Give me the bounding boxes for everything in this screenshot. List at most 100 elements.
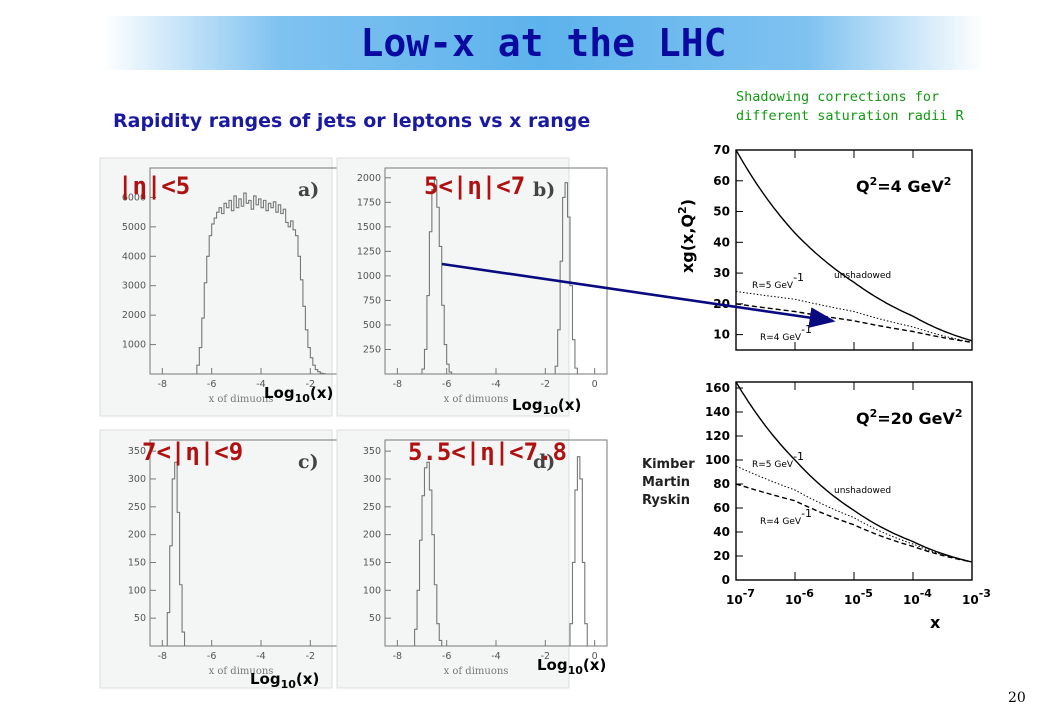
- histogram-bin: [318, 372, 320, 374]
- panel-background: [336, 157, 570, 417]
- histogram-bin: [291, 221, 293, 374]
- histogram-bin: [296, 236, 298, 374]
- histogram-bin: [283, 209, 285, 374]
- histogram-panel-a: -8-6-4-20100020003000400050006000x of di…: [99, 157, 373, 417]
- histogram-bin: [449, 372, 451, 374]
- histogram-bin: [417, 590, 419, 646]
- log10x-caption: Log10(x): [250, 670, 319, 691]
- series-label: R=4 GeV-1: [760, 507, 812, 527]
- y-tick-label: 200: [128, 530, 146, 541]
- y-tick-label: 1500: [357, 222, 381, 233]
- histogram-bin: [313, 365, 315, 374]
- histogram-bin: [239, 199, 241, 374]
- histogram-bin: [268, 203, 270, 374]
- histogram-bin: [439, 640, 441, 646]
- histogram-outline: [196, 192, 326, 375]
- histogram-bin: [241, 206, 243, 374]
- x-tick-label: -4: [491, 651, 500, 662]
- histogram-bin: [570, 624, 572, 646]
- y-tick-label: 60: [713, 174, 730, 188]
- x-tick-label: -2: [541, 651, 550, 662]
- histogram-bin: [298, 256, 300, 374]
- curve-r-5-gev-: [735, 465, 973, 563]
- q2-label: Q2=20 GeV2: [856, 407, 963, 428]
- histogram-bin: [560, 261, 562, 374]
- histogram-bin: [256, 205, 258, 374]
- y-tick-label: 1750: [357, 197, 381, 208]
- histogram-bin: [442, 305, 444, 374]
- histogram-bin: [266, 211, 268, 374]
- y-tick-label: 300: [363, 474, 381, 485]
- histogram-bin: [568, 217, 570, 374]
- histogram-bin: [429, 232, 431, 374]
- y-tick-label: 350: [363, 446, 381, 457]
- x-tick-label: 0: [592, 379, 598, 390]
- author-credit: Kimber Martin Ryskin: [642, 456, 695, 510]
- y-tick-label: 20: [713, 549, 730, 563]
- x-tick-label: -8: [158, 651, 167, 662]
- y-tick-label: 750: [363, 295, 381, 306]
- x-tick-label: -4: [491, 379, 500, 390]
- y-tick-label: 160: [705, 381, 730, 395]
- y-tick-label: 2000: [122, 310, 146, 321]
- y-tick-label: 40: [713, 525, 730, 539]
- histogram-bin: [175, 462, 177, 646]
- histogram-bin: [427, 296, 429, 374]
- x-axis-label: x of dimuons: [444, 394, 509, 405]
- histogram-bin: [234, 196, 236, 374]
- x-tick-label: -6: [207, 379, 216, 390]
- x-tick-label: -8: [393, 379, 402, 390]
- rapidity-range-label: 5.5<|η|<7.8: [408, 438, 567, 466]
- y-tick-label: 70: [713, 143, 730, 157]
- series-label: R=5 GeV-1: [752, 271, 804, 291]
- y-tick-label: 1000: [357, 271, 381, 282]
- y-tick-label: 6000: [122, 192, 146, 203]
- panel-tag: c): [298, 451, 319, 473]
- x-axis-label: x of dimuons: [209, 394, 274, 405]
- curve-r-5-gev-: [735, 291, 973, 343]
- histogram-bin: [305, 330, 307, 374]
- histogram-bin: [575, 368, 577, 374]
- x-tick-label: 10-6: [785, 587, 814, 607]
- histogram-bin: [575, 490, 577, 646]
- x-tick-label: -2: [306, 379, 315, 390]
- histogram-bin: [197, 365, 199, 374]
- y-tick-label: 1250: [357, 246, 381, 257]
- histogram-bin: [286, 222, 288, 374]
- gluon-plot-background: [702, 146, 980, 596]
- histogram-outline: [414, 456, 588, 646]
- page-number: 20: [1008, 690, 1026, 706]
- histogram-bin: [434, 585, 436, 646]
- y-tick-label: 10: [713, 328, 730, 342]
- x-tick-label: -8: [158, 379, 167, 390]
- y-tick-label: 300: [128, 474, 146, 485]
- histogram-bin: [202, 318, 204, 374]
- histogram-bin: [273, 202, 275, 374]
- title-bar: Low-x at the LHC: [103, 16, 984, 70]
- histogram-outline: [421, 179, 578, 374]
- histogram-bin: [422, 369, 424, 374]
- panel-background: [336, 429, 570, 689]
- histogram-bin: [222, 214, 224, 374]
- histogram-bin: [172, 479, 174, 646]
- connecting-arrow: [441, 262, 836, 328]
- author-name: Ryskin: [642, 493, 690, 508]
- histogram-bin: [293, 230, 295, 374]
- histogram-bin: [558, 330, 560, 374]
- y-tick-label: 250: [363, 344, 381, 355]
- x-tick-label: 10-5: [844, 587, 873, 607]
- y-tick-label: 250: [363, 502, 381, 513]
- histogram-bin: [207, 256, 209, 374]
- histogram-bin: [434, 180, 436, 374]
- histogram-bin: [259, 199, 261, 374]
- histogram-bin: [271, 208, 273, 374]
- histogram-bin: [420, 540, 422, 646]
- y-tick-label: 5000: [122, 222, 146, 233]
- histogram-bin: [209, 236, 211, 374]
- author-name: Martin: [642, 475, 691, 490]
- histogram-bin: [437, 624, 439, 646]
- histogram-bin: [170, 546, 172, 646]
- shadowing-note-line: Shadowing corrections for: [736, 89, 940, 105]
